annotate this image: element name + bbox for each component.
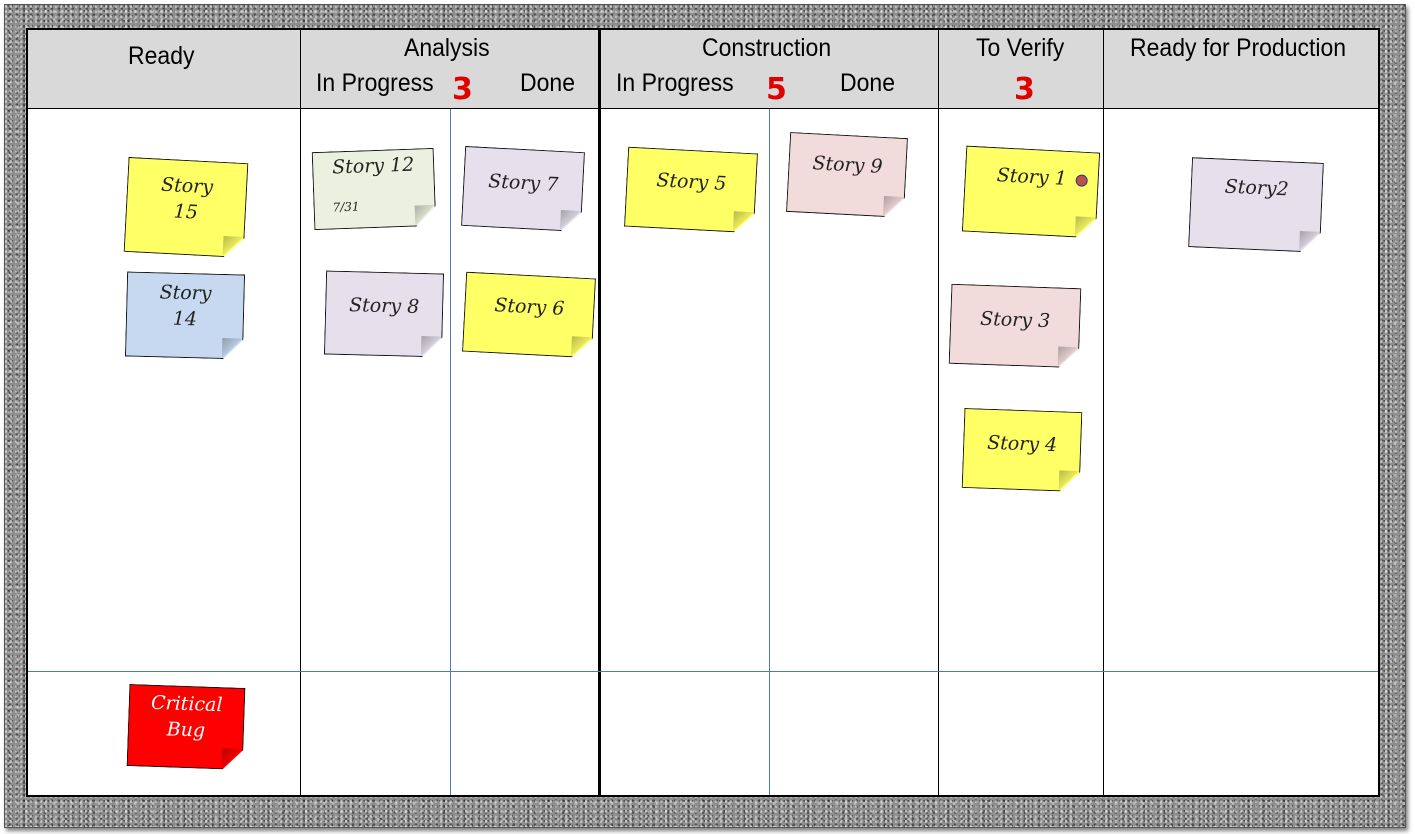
column-divider xyxy=(598,30,601,795)
bug-card[interactable]: Critical Bug xyxy=(127,684,246,770)
column-header-ready: Ready xyxy=(128,42,195,70)
card-curl xyxy=(560,210,581,231)
card-curl xyxy=(733,211,754,232)
story-card[interactable]: Story 12 7/31 xyxy=(312,148,437,230)
story-card[interactable]: Story 14 xyxy=(125,271,245,359)
column-header-ready-for-production: Ready for Production xyxy=(1130,34,1347,62)
card-curl xyxy=(1075,216,1096,237)
wip-limit-analysis: 3 xyxy=(452,72,473,107)
card-label-line: Story xyxy=(160,173,214,199)
card-curl xyxy=(571,336,592,357)
card-curl xyxy=(222,338,243,359)
card-label: Story 3 xyxy=(979,307,1051,333)
column-divider xyxy=(1103,30,1104,795)
header-row xyxy=(28,30,1378,109)
card-curl xyxy=(1059,470,1080,491)
card-curl xyxy=(222,748,243,769)
subheader-analysis-done: Done xyxy=(520,69,575,97)
card-label-line: Critical xyxy=(150,691,223,717)
card-label-line: 14 xyxy=(172,307,198,331)
card-label: Story 8 xyxy=(348,294,420,318)
subheader-construction-in-progress: In Progress xyxy=(616,69,734,97)
card-curl xyxy=(883,196,904,217)
story-card[interactable]: Story 8 xyxy=(324,270,444,357)
story-card[interactable]: Story 1 xyxy=(962,146,1100,239)
story-card[interactable]: Story 7 xyxy=(461,146,585,232)
column-divider xyxy=(300,30,301,795)
column-divider xyxy=(938,30,939,795)
card-curl xyxy=(421,336,442,357)
story-card[interactable]: Story2 xyxy=(1188,157,1324,253)
card-label: Story 4 xyxy=(986,431,1058,457)
story-card[interactable]: Story 5 xyxy=(624,147,758,234)
story-card[interactable]: Story 6 xyxy=(462,272,596,359)
wip-limit-to-verify: 3 xyxy=(1014,72,1035,107)
subcolumn-divider xyxy=(450,109,451,795)
subcolumn-divider xyxy=(769,109,770,795)
wip-limit-construction: 5 xyxy=(766,72,787,107)
card-label: Story 9 xyxy=(811,152,884,178)
kanban-board: Ready Analysis In Progress Done 3 Constr… xyxy=(26,28,1380,797)
card-label: Story2 xyxy=(1224,175,1290,201)
card-curl xyxy=(1058,347,1079,368)
story-card[interactable]: Story 3 xyxy=(949,284,1082,368)
expedite-lane-divider xyxy=(28,671,1378,672)
story-card[interactable]: Story 4 xyxy=(962,408,1083,492)
story-card[interactable]: Story 15 xyxy=(124,157,249,258)
column-header-analysis: Analysis xyxy=(404,34,490,62)
story-card[interactable]: Story 9 xyxy=(786,132,908,218)
card-label-line: Story xyxy=(159,281,212,305)
card-curl xyxy=(223,236,244,257)
column-header-to-verify: To Verify xyxy=(976,34,1065,62)
subheader-analysis-in-progress: In Progress xyxy=(316,69,434,97)
card-curl xyxy=(415,205,436,226)
card-label: Story 7 xyxy=(487,170,559,196)
card-due-date: 7/31 xyxy=(332,199,360,215)
column-header-construction: Construction xyxy=(702,34,832,62)
subheader-construction-done: Done xyxy=(840,69,895,97)
card-curl xyxy=(1299,231,1320,252)
card-label-line: 15 xyxy=(173,200,199,224)
card-label: Story 12 xyxy=(331,153,415,179)
card-label: Story 6 xyxy=(493,294,565,320)
card-label: Story 5 xyxy=(655,169,727,195)
card-label-line: Bug xyxy=(166,718,206,742)
